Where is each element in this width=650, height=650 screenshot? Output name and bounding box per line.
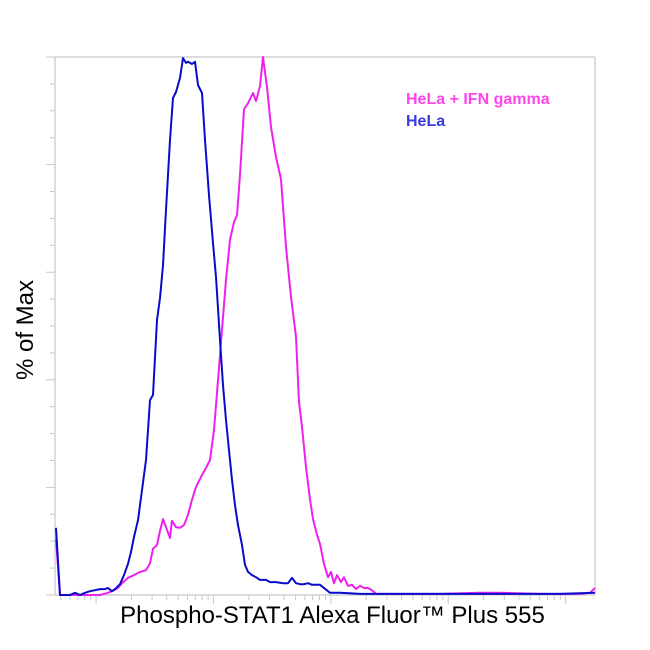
x-axis-label: Phospho-STAT1 Alexa Fluor™ Plus 555 [120,602,545,629]
y-axis-ticks [46,56,55,596]
y-axis-label-text: % of Max [12,279,39,381]
series-line-hela-ifn-gamma [55,56,596,596]
x-axis-ticks [60,595,567,604]
legend: HeLa + IFN gamma HeLa [406,89,550,133]
series-line-hela [55,57,596,596]
legend-item-hela: HeLa [406,113,446,130]
series-lines [55,56,596,596]
plot-frame [54,56,596,596]
legend-item-hela-ifn-gamma: HeLa + IFN gamma [406,91,550,108]
y-axis-label: % of Max [8,230,44,430]
